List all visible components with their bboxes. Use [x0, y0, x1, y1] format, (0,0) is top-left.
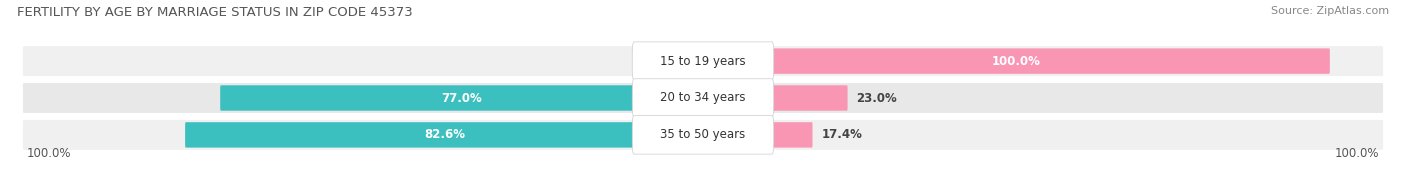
- FancyBboxPatch shape: [633, 42, 773, 80]
- Text: FERTILITY BY AGE BY MARRIAGE STATUS IN ZIP CODE 45373: FERTILITY BY AGE BY MARRIAGE STATUS IN Z…: [17, 6, 412, 19]
- FancyBboxPatch shape: [633, 116, 773, 154]
- Text: 20 to 34 years: 20 to 34 years: [661, 92, 745, 104]
- Text: 100.0%: 100.0%: [27, 147, 72, 160]
- Text: 35 to 50 years: 35 to 50 years: [661, 128, 745, 141]
- FancyBboxPatch shape: [186, 122, 703, 148]
- Text: 0.0%: 0.0%: [661, 55, 693, 68]
- Text: 15 to 19 years: 15 to 19 years: [661, 55, 745, 68]
- Text: 17.4%: 17.4%: [821, 128, 862, 141]
- Text: 82.6%: 82.6%: [423, 128, 465, 141]
- FancyBboxPatch shape: [22, 83, 1384, 113]
- FancyBboxPatch shape: [22, 120, 1384, 150]
- FancyBboxPatch shape: [703, 48, 1330, 74]
- Text: 100.0%: 100.0%: [1334, 147, 1379, 160]
- FancyBboxPatch shape: [703, 85, 848, 111]
- Text: 23.0%: 23.0%: [856, 92, 897, 104]
- FancyBboxPatch shape: [633, 79, 773, 117]
- FancyBboxPatch shape: [221, 85, 703, 111]
- FancyBboxPatch shape: [22, 46, 1384, 76]
- Text: 100.0%: 100.0%: [991, 55, 1040, 68]
- Text: 77.0%: 77.0%: [441, 92, 482, 104]
- FancyBboxPatch shape: [703, 122, 813, 148]
- Text: Source: ZipAtlas.com: Source: ZipAtlas.com: [1271, 6, 1389, 16]
